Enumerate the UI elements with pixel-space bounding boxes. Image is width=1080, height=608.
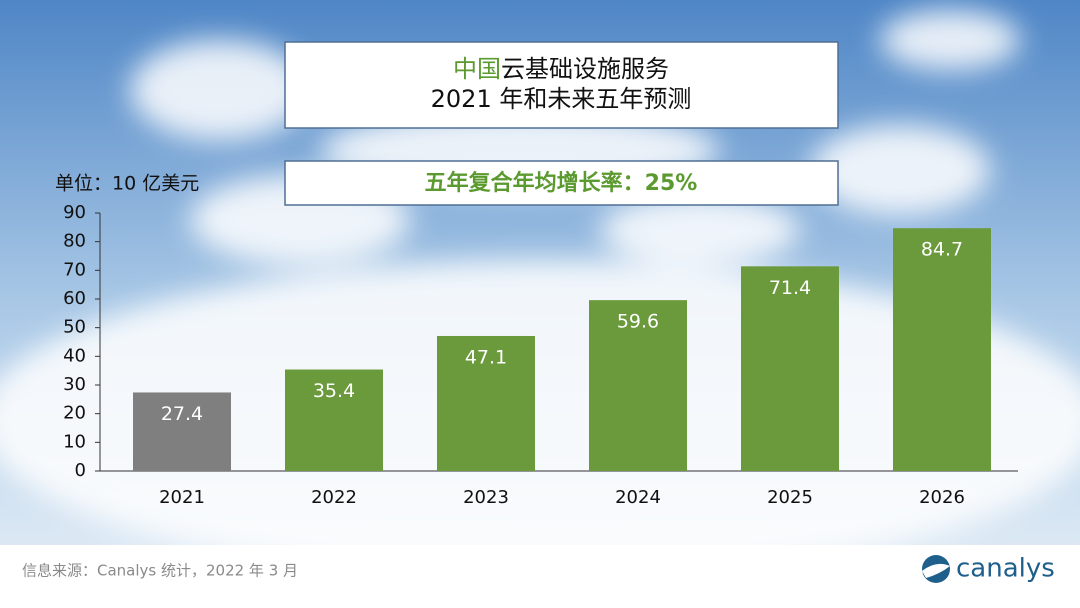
footer-band: [0, 545, 1080, 608]
y-tick-label: 90: [63, 202, 86, 223]
y-tick-label: 80: [63, 231, 86, 252]
bar: [741, 266, 839, 471]
value-label: 47.1: [465, 346, 507, 368]
title-rest: 云基础设施服务: [501, 55, 669, 83]
logo: canalys: [922, 554, 1055, 584]
chart-title: 中国云基础设施服务: [453, 55, 669, 83]
value-label: 71.4: [769, 277, 811, 299]
y-tick-label: 20: [63, 403, 86, 424]
value-label: 59.6: [617, 311, 659, 333]
x-tick-label: 2024: [615, 487, 661, 508]
x-tick-label: 2021: [159, 487, 205, 508]
value-label: 35.4: [313, 380, 355, 402]
y-tick-label: 40: [63, 345, 86, 366]
chart-subtitle: 2021 年和未来五年预测: [431, 85, 692, 113]
value-label: 84.7: [921, 239, 963, 261]
x-tick-label: 2022: [311, 487, 357, 508]
y-tick-label: 30: [63, 374, 86, 395]
annotation: 五年复合年均增长率：25%: [425, 170, 698, 196]
logo-swoosh: [922, 563, 950, 578]
x-tick-label: 2025: [767, 487, 813, 508]
logo-text: canalys: [956, 554, 1055, 584]
y-tick-label: 70: [63, 259, 86, 280]
y-tick-label: 60: [63, 288, 86, 309]
bar: [893, 228, 991, 471]
title-highlight: 中国: [453, 55, 501, 83]
annotation-box: [284, 160, 839, 206]
x-tick-label: 2026: [919, 487, 965, 508]
y-tick-label: 50: [63, 317, 86, 338]
bar: [589, 300, 687, 471]
title-box: [284, 41, 839, 129]
bar: [133, 392, 231, 471]
bar: [285, 369, 383, 471]
y-axis-label: 单位：10 亿美元: [55, 173, 199, 195]
y-tick-label: 10: [63, 431, 86, 452]
value-label: 27.4: [161, 403, 203, 425]
source: 信息来源：Canalys 统计，2022 年 3 月: [22, 562, 298, 580]
x-tick-label: 2023: [463, 487, 509, 508]
bar: [437, 335, 535, 471]
y-tick-label: 0: [75, 460, 86, 481]
